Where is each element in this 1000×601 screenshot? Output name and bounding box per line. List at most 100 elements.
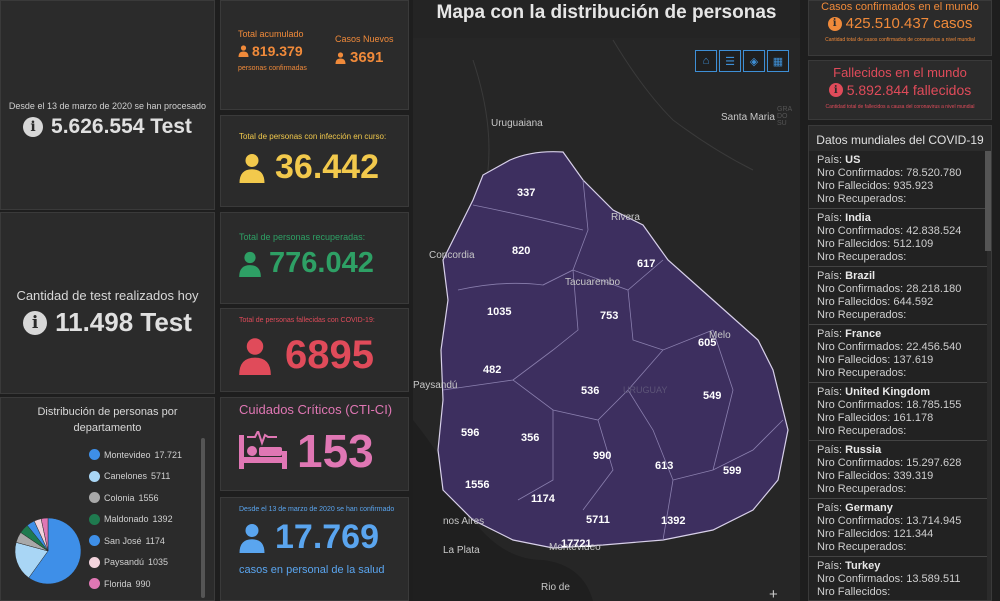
confirmed-value: 28.218.180 — [906, 283, 962, 295]
zoom-in-button[interactable]: + — [769, 586, 778, 601]
person-icon — [238, 45, 249, 57]
map-count-label[interactable]: 613 — [655, 460, 674, 472]
map-toolbar: ⌂ ☰ ◈ ▦ — [695, 50, 789, 72]
map-panel[interactable]: Mapa con la distribución de personas ⌂ ☰… — [413, 0, 800, 601]
country-name: Turkey — [845, 560, 881, 572]
map-count-label[interactable]: 482 — [483, 364, 502, 376]
legend-item-name: Canelones — [104, 471, 148, 482]
pie-slice-1[interactable] — [14, 542, 49, 579]
home-button[interactable]: ⌂ — [695, 50, 717, 72]
confirmed-value: 78.520.780 — [906, 167, 962, 179]
map-count-label[interactable]: 605 — [698, 337, 717, 349]
pie-slice-0[interactable] — [28, 517, 82, 585]
world-confirmed-sub: Cantidad total de casos confirmados de c… — [825, 37, 975, 43]
deaths-value: 137.619 — [893, 354, 934, 366]
tests-total-caption: Desde el 13 de marzo de 2020 se han proc… — [8, 101, 207, 111]
map-count-label[interactable]: 1556 — [465, 479, 490, 491]
legend-item-name: Florida — [104, 578, 132, 589]
new-cases-value: 3691 — [350, 49, 384, 66]
map-place-label: Santa Maria — [721, 112, 775, 123]
basemap-button[interactable]: ▦ — [767, 50, 789, 72]
map-count-label[interactable]: 549 — [703, 390, 722, 402]
map-count-label[interactable]: 356 — [521, 432, 540, 444]
map-place-label: GRA DO SU — [777, 106, 792, 127]
deceased-label: Total de personas fallecidas con COVID-1… — [239, 317, 375, 324]
deaths-label: Nro Fallecidos: — [817, 180, 891, 192]
health-staff-caption: Desde el 13 de marzo de 2020 se han conf… — [239, 506, 395, 513]
critical-value: 153 — [297, 425, 374, 477]
map-place-label: Uruguaiana — [491, 118, 543, 129]
legend-item[interactable]: Florida 990 — [89, 573, 182, 595]
map-count-label[interactable]: 536 — [581, 385, 600, 397]
country-list[interactable]: País: US Nro Confirmados: 78.520.780 Nro F… — [809, 151, 987, 600]
confirmed-label: Nro Confirmados: — [817, 225, 904, 237]
country-item[interactable]: País: India Nro Confirmados: 42.838.524 Nr… — [809, 209, 987, 267]
deaths-value: 339.319 — [893, 470, 934, 482]
confirmed-label: Nro Confirmados: — [817, 167, 904, 179]
legend-swatch — [89, 535, 100, 547]
legend-item[interactable]: Canelones 5711 — [89, 466, 182, 488]
country-item[interactable]: País: Turkey Nro Confirmados: 13.589.511 N… — [809, 557, 987, 600]
deaths-value: 161.178 — [893, 412, 934, 424]
legend-item[interactable]: Montevideo 17.721 — [89, 444, 182, 466]
deaths-value: 121.344 — [893, 528, 934, 540]
legend-scrollbar[interactable] — [201, 438, 205, 598]
accumulated-value: 819.379 — [252, 43, 303, 59]
map-place-label: Melo — [709, 330, 731, 341]
list-scrollbar[interactable] — [985, 151, 991, 251]
country-label: País: — [817, 560, 843, 572]
legend-item[interactable]: Paysandú 1035 — [89, 552, 182, 574]
legend-swatch — [89, 492, 100, 504]
country-item[interactable]: País: Germany Nro Confirmados: 13.714.945… — [809, 499, 987, 557]
legend-item[interactable]: Maldonado 1392 — [89, 509, 182, 531]
map-place-label: Rio de — [541, 582, 570, 593]
country-item[interactable]: País: US Nro Confirmados: 78.520.780 Nro F… — [809, 151, 987, 209]
world-deaths-value: 5.892.844 fallecidos — [846, 82, 972, 98]
map-count-label[interactable]: 820 — [512, 245, 531, 257]
deaths-value: 512.109 — [893, 238, 934, 250]
map-count-label[interactable]: 599 — [723, 465, 742, 477]
distribution-pie-chart — [14, 517, 82, 585]
map-count-label[interactable]: 1035 — [487, 306, 512, 318]
legend-item[interactable]: San José 1174 — [89, 530, 182, 552]
active-label: Total de personas con infección en curso… — [239, 132, 387, 141]
recovered-panel: Total de personas recuperadas: 776.042 — [220, 212, 409, 304]
deaths-value: 644.592 — [893, 296, 934, 308]
map-canvas[interactable] — [413, 0, 800, 601]
accumulated-label: Total acumulado — [238, 29, 304, 39]
legend-item-value: 1174 — [145, 535, 165, 546]
recovered-label: Nro Recuperados: — [817, 193, 907, 205]
country-name: Russia — [845, 444, 882, 456]
country-label: País: — [817, 212, 843, 224]
country-item[interactable]: País: Brazil Nro Confirmados: 28.218.180 N… — [809, 267, 987, 325]
map-count-label[interactable]: 337 — [517, 187, 536, 199]
map-place-label: Rivera — [611, 212, 640, 223]
map-count-label[interactable]: 17721 — [561, 538, 592, 550]
world-confirmed-label: Casos confirmados en el mundo — [821, 1, 979, 13]
active-value: 36.442 — [275, 148, 379, 186]
map-count-label[interactable]: 753 — [600, 310, 619, 322]
confirmed-value: 15.297.628 — [906, 457, 962, 469]
distribution-title: Distribución de personas por departament… — [37, 406, 178, 434]
layers-button[interactable]: ◈ — [743, 50, 765, 72]
map-count-label[interactable]: 1174 — [531, 493, 555, 505]
accumulated-sub: personas confirmadas — [238, 65, 307, 72]
health-staff-panel: Desde el 13 de marzo de 2020 se han conf… — [220, 497, 409, 601]
distribution-panel: Distribución de personas por departament… — [0, 397, 215, 601]
country-item[interactable]: País: United Kingdom Nro Confirmados: 18.… — [809, 383, 987, 441]
layers-icon: ◈ — [749, 55, 759, 68]
map-count-label[interactable]: 1392 — [661, 515, 686, 527]
pie-slice-6[interactable] — [40, 517, 49, 552]
legend-item[interactable]: Colonia 1556 — [89, 487, 182, 509]
country-item[interactable]: País: France Nro Confirmados: 22.456.540 N… — [809, 325, 987, 383]
legend-swatch — [89, 470, 100, 482]
map-count-label[interactable]: 617 — [637, 258, 656, 270]
legend-button[interactable]: ☰ — [719, 50, 741, 72]
uruguay-shape — [437, 151, 789, 549]
tests-today-panel: Cantidad de test realizados hoy i 11.498… — [0, 212, 215, 394]
map-count-label[interactable]: 596 — [461, 427, 480, 439]
country-item[interactable]: País: Russia Nro Confirmados: 15.297.628 N… — [809, 441, 987, 499]
map-count-label[interactable]: 5711 — [586, 514, 610, 526]
confirmed-label: Nro Confirmados: — [817, 515, 904, 527]
map-count-label[interactable]: 990 — [593, 450, 612, 462]
